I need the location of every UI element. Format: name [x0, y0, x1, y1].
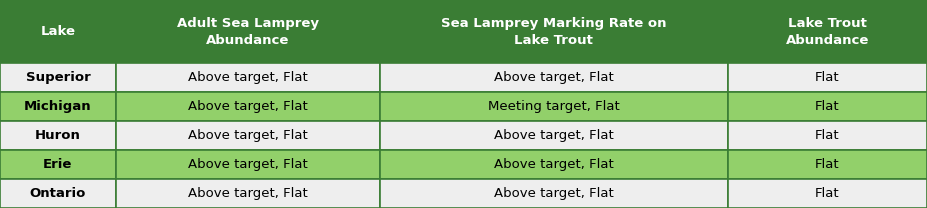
Text: Above target, Flat: Above target, Flat	[188, 187, 308, 200]
Bar	[0, 0, 116, 63]
Text: Sea Lamprey Marking Rate on
Lake Trout: Sea Lamprey Marking Rate on Lake Trout	[441, 17, 667, 47]
Text: Above target, Flat: Above target, Flat	[494, 187, 614, 200]
Text: Above target, Flat: Above target, Flat	[188, 71, 308, 84]
Bar	[116, 121, 380, 150]
Bar	[728, 0, 927, 63]
Text: Above target, Flat: Above target, Flat	[494, 71, 614, 84]
Bar	[380, 0, 728, 63]
Bar	[116, 179, 380, 208]
Bar	[728, 92, 927, 121]
Bar	[728, 121, 927, 150]
Bar	[380, 179, 728, 208]
Bar	[728, 150, 927, 179]
Text: Huron: Huron	[35, 129, 81, 142]
Text: Flat: Flat	[815, 158, 840, 171]
Bar	[116, 0, 380, 63]
Text: Flat: Flat	[815, 129, 840, 142]
Bar	[380, 92, 728, 121]
Text: Above target, Flat: Above target, Flat	[494, 129, 614, 142]
Bar	[728, 179, 927, 208]
Text: Above target, Flat: Above target, Flat	[188, 129, 308, 142]
Text: Ontario: Ontario	[30, 187, 86, 200]
Bar	[728, 63, 927, 92]
Text: Lake: Lake	[41, 25, 75, 38]
Bar	[0, 179, 116, 208]
Bar	[0, 121, 116, 150]
Bar	[116, 150, 380, 179]
Text: Flat: Flat	[815, 71, 840, 84]
Bar	[380, 121, 728, 150]
Text: Above target, Flat: Above target, Flat	[188, 158, 308, 171]
Bar	[0, 150, 116, 179]
Bar	[380, 150, 728, 179]
Bar	[116, 92, 380, 121]
Text: Erie: Erie	[44, 158, 72, 171]
Text: Above target, Flat: Above target, Flat	[188, 100, 308, 113]
Bar	[0, 92, 116, 121]
Text: Lake Trout
Abundance: Lake Trout Abundance	[786, 17, 869, 47]
Bar	[116, 63, 380, 92]
Bar	[0, 63, 116, 92]
Text: Flat: Flat	[815, 187, 840, 200]
Text: Meeting target, Flat: Meeting target, Flat	[488, 100, 620, 113]
Text: Michigan: Michigan	[24, 100, 92, 113]
Bar	[380, 63, 728, 92]
Text: Above target, Flat: Above target, Flat	[494, 158, 614, 171]
Text: Adult Sea Lamprey
Abundance: Adult Sea Lamprey Abundance	[177, 17, 319, 47]
Text: Superior: Superior	[26, 71, 90, 84]
Text: Flat: Flat	[815, 100, 840, 113]
